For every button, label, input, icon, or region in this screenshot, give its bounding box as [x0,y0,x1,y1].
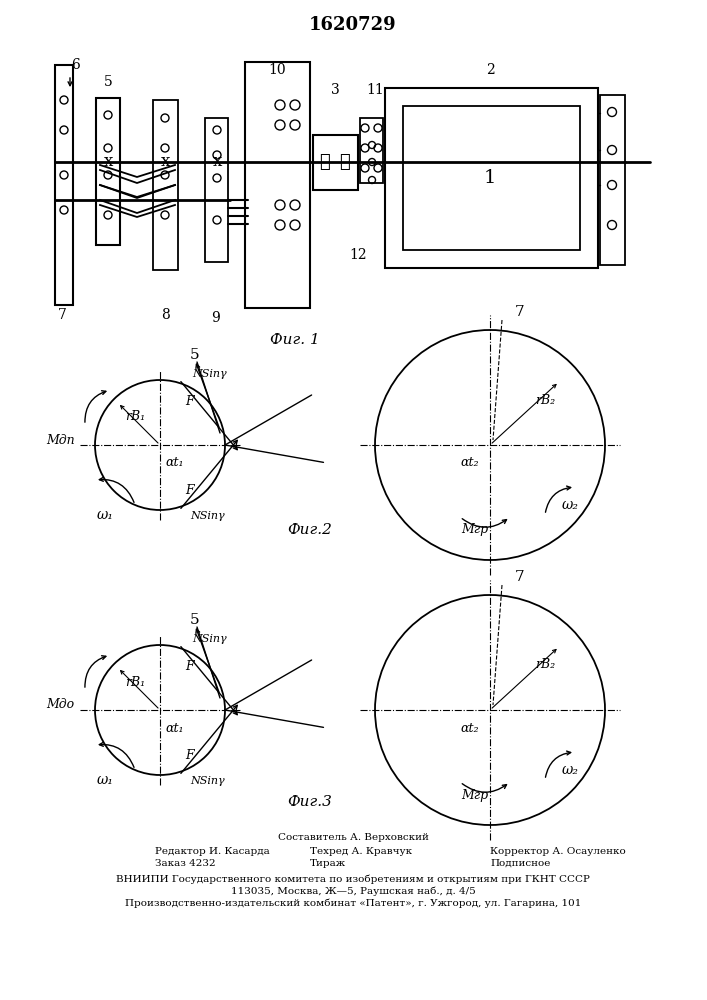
Text: x: x [160,153,170,170]
Bar [245,62,310,308]
Text: 1620729: 1620729 [309,16,397,34]
Text: αt₁: αt₁ [165,456,185,470]
Text: rB₁: rB₁ [125,410,145,424]
Text: ВНИИПИ Государственного комитета по изобретениям и открытиям при ГКНТ СССР: ВНИИПИ Государственного комитета по изоб… [116,874,590,884]
Bar [385,88,598,268]
Bar [96,98,120,245]
Text: 2: 2 [486,63,494,77]
Text: αt₂: αt₂ [461,456,479,470]
Text: 7: 7 [57,308,66,322]
Bar [600,95,625,265]
Text: rB₂: rB₂ [535,658,555,672]
Text: 5: 5 [190,613,200,627]
Text: x: x [103,153,112,170]
Text: x: x [212,153,222,170]
Text: 8: 8 [160,308,170,322]
Text: Тираж: Тираж [310,858,346,867]
Text: Подписное: Подписное [490,858,550,867]
Text: 5: 5 [104,75,112,89]
Bar [360,118,383,183]
Text: NSinγ: NSinγ [192,634,226,644]
Bar [55,65,73,305]
Text: 7: 7 [515,570,525,584]
Text: 113035, Москва, Ж—5, Раушская наб., д. 4/5: 113035, Москва, Ж—5, Раушская наб., д. 4… [230,886,475,896]
Text: Фиг.3: Фиг.3 [288,795,332,809]
Text: Mдо: Mдо [46,698,74,712]
Text: 5: 5 [190,348,200,362]
Text: rB₁: rB₁ [125,676,145,688]
Text: NSinγ: NSinγ [192,369,226,379]
Text: ω₁: ω₁ [96,508,114,522]
Text: 10: 10 [268,63,286,77]
Bar [153,100,178,270]
Text: ✱: ✱ [339,153,351,171]
Text: Заказ 4232: Заказ 4232 [155,858,216,867]
Text: F: F [185,395,194,408]
Text: 11: 11 [366,83,384,97]
Bar [313,135,358,190]
Text: ω₂: ω₂ [561,498,578,512]
Text: Производственно-издательский комбинат «Патент», г. Ужгород, ул. Гагарина, 101: Производственно-издательский комбинат «П… [125,898,581,908]
Text: ω₂: ω₂ [561,763,578,777]
Text: ✱: ✱ [320,153,330,171]
Text: Составитель А. Верховский: Составитель А. Верховский [278,832,428,842]
Text: rB₂: rB₂ [535,393,555,406]
Text: 1: 1 [484,169,496,187]
Text: NSinγ: NSinγ [189,511,224,521]
Text: F: F [185,484,194,497]
Text: NSinγ: NSinγ [189,776,224,786]
Text: Фиг. 1: Фиг. 1 [270,333,320,347]
Text: Корректор А. Осауленко: Корректор А. Осауленко [490,846,626,856]
Text: Фиг.2: Фиг.2 [288,523,332,537]
Text: 9: 9 [211,311,219,325]
Text: 12: 12 [349,248,367,262]
Text: αt₁: αt₁ [165,722,185,734]
Text: 7: 7 [515,305,525,319]
Text: Редактор И. Касарда: Редактор И. Касарда [155,846,270,856]
Bar [403,106,580,250]
Text: Техред А. Кравчук: Техред А. Кравчук [310,846,412,856]
Text: F: F [185,660,194,673]
Bar [205,118,228,262]
Text: Mгр: Mгр [462,788,489,802]
Text: Mдп: Mдп [46,434,74,446]
Text: ω₁: ω₁ [96,773,114,787]
Text: Mгр: Mгр [462,524,489,536]
Text: 6: 6 [71,58,79,72]
Text: 3: 3 [331,83,339,97]
Text: αt₂: αt₂ [461,722,479,734]
Text: F: F [185,749,194,762]
